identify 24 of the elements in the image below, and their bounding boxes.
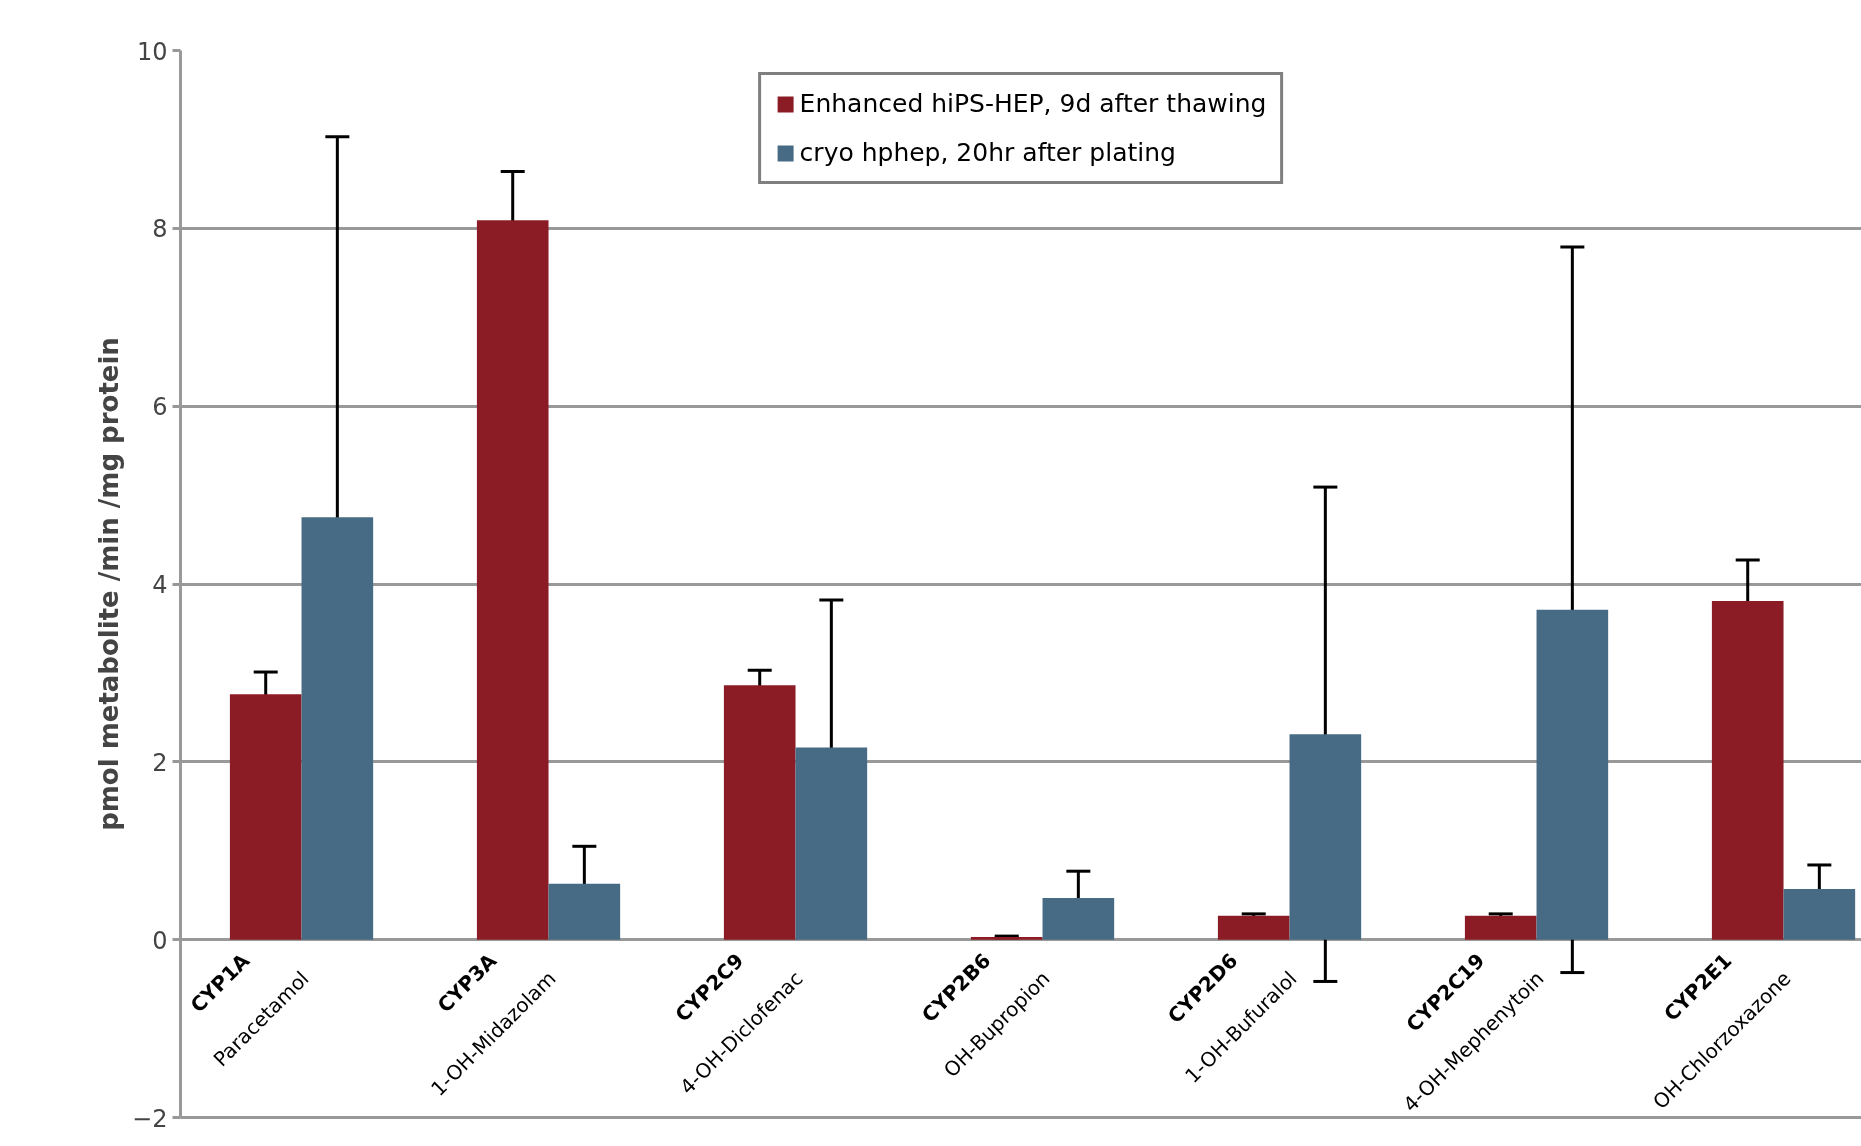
bar — [301, 517, 374, 940]
bar — [229, 694, 302, 940]
bar — [1464, 915, 1537, 940]
y-tick-label: 2 — [152, 748, 168, 777]
bar — [476, 220, 549, 940]
y-tick-label: 8 — [152, 215, 168, 244]
y-tick-label: 0 — [152, 926, 168, 955]
bar — [548, 883, 621, 940]
y-tick-label: 10 — [136, 37, 168, 66]
y-tick-label: 6 — [152, 393, 168, 422]
bar — [1783, 888, 1856, 940]
legend-label: cryo hphep, 20hr after plating — [799, 138, 1176, 167]
bar — [723, 685, 796, 940]
legend-label: Enhanced hiPS-HEP, 9d after thawing — [799, 89, 1267, 118]
bar — [1042, 897, 1115, 940]
bar — [1536, 609, 1609, 940]
y-tick-label: 4 — [152, 571, 168, 599]
bar — [970, 937, 1043, 940]
bar — [795, 747, 868, 940]
bar — [1711, 600, 1784, 940]
y-tick-label: −2 — [132, 1104, 168, 1133]
y-axis-title: pmol metabolite /min /mg protein — [94, 337, 125, 831]
bar — [1289, 734, 1362, 940]
bar — [1217, 915, 1290, 940]
